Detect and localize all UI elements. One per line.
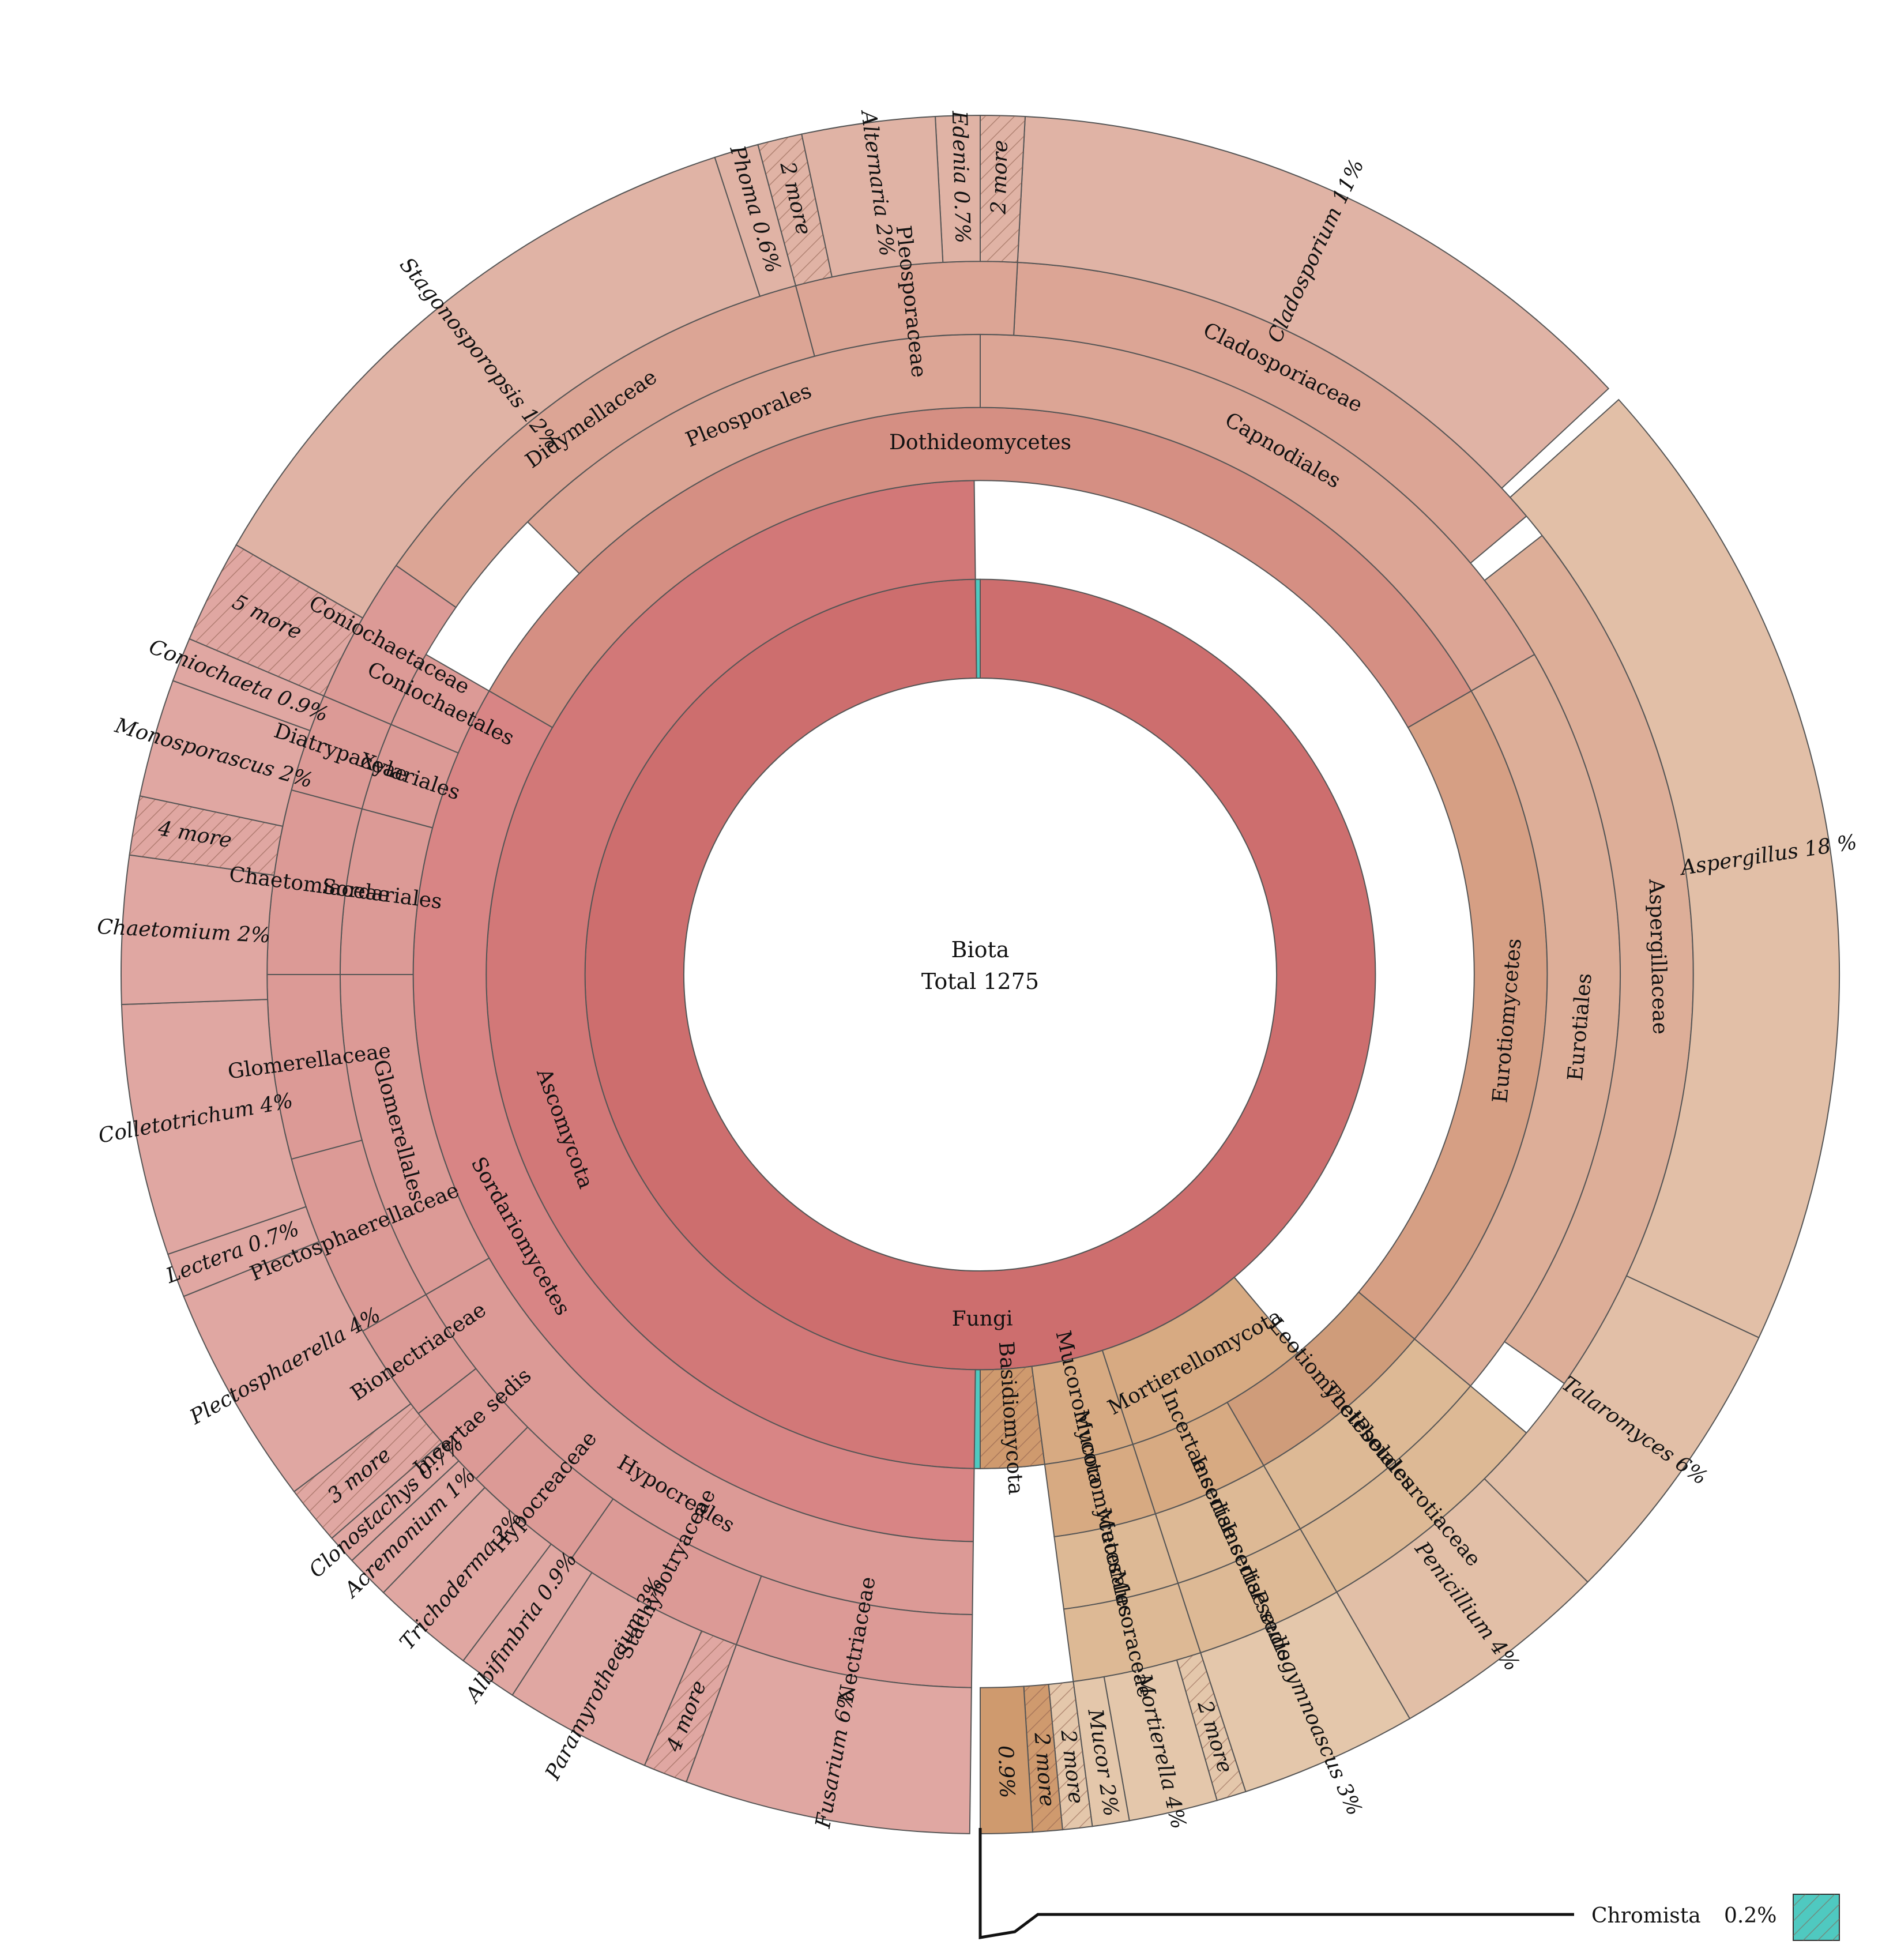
segment-genus-cladosporium-11-0 — [1017, 115, 1610, 489]
center-total: Total 1275 — [921, 969, 1039, 994]
label-genus-edenia-0-7-2: Edenia 0.7% — [947, 110, 974, 244]
segment-genus-phoma-0-6-5 — [714, 144, 797, 298]
segment-hatch-genus-29 — [129, 796, 283, 875]
segment-hatch-genus-32 — [189, 545, 363, 696]
segment-genus-stagonosporopsis-12-6 — [235, 156, 761, 619]
legend-connector — [978, 1828, 1574, 1939]
center-title: Biota — [951, 937, 1010, 962]
segment-hatch-genus-18 — [644, 1631, 737, 1782]
segment-genus-aspergillus-18-7 — [1509, 398, 1840, 1339]
label-kingdom-fungi-0: Fungi — [952, 1307, 1013, 1331]
legend-value: 0.2% — [1724, 1904, 1776, 1928]
segment-hatch-genus-1 — [980, 115, 1025, 262]
segment-hatch-phylum-3 — [980, 1366, 1045, 1469]
segment-hatch-genus-11 — [1176, 1653, 1246, 1801]
legend-label: Chromista — [1591, 1904, 1701, 1928]
center-hole — [683, 677, 1278, 1272]
segment-kingdom-unlabeled-1 — [974, 578, 981, 679]
label-family-aspergillaceae-3: Aspergillaceae — [1644, 878, 1672, 1034]
label-genus-2-more-1: 2 more — [987, 140, 1013, 215]
segment-genus-0-9-16 — [980, 1686, 1034, 1835]
segment-genus-alternaria-2-3 — [801, 115, 944, 278]
legend: Chromista 0.2% — [978, 1828, 1840, 1941]
segment-hatch-genus-15 — [1023, 1684, 1063, 1833]
segment-hatch-genus-4 — [758, 134, 832, 286]
segment-phylum-unlabeled-4 — [973, 1369, 981, 1469]
segment-hatch-genus-24 — [294, 1404, 442, 1538]
label-class-dothideomycetes-0: Dothideomycetes — [889, 431, 1071, 454]
label-genus-0-9-16: 0.9% — [993, 1745, 1019, 1799]
center-label: Biota Total 1275 — [921, 937, 1039, 994]
label-genus-2-more-15: 2 more — [1029, 1731, 1059, 1807]
legend-swatch-hatch — [1793, 1894, 1839, 1940]
sunburst-rings — [121, 114, 1840, 1835]
segment-genus-edenia-0-7-2 — [934, 114, 981, 264]
